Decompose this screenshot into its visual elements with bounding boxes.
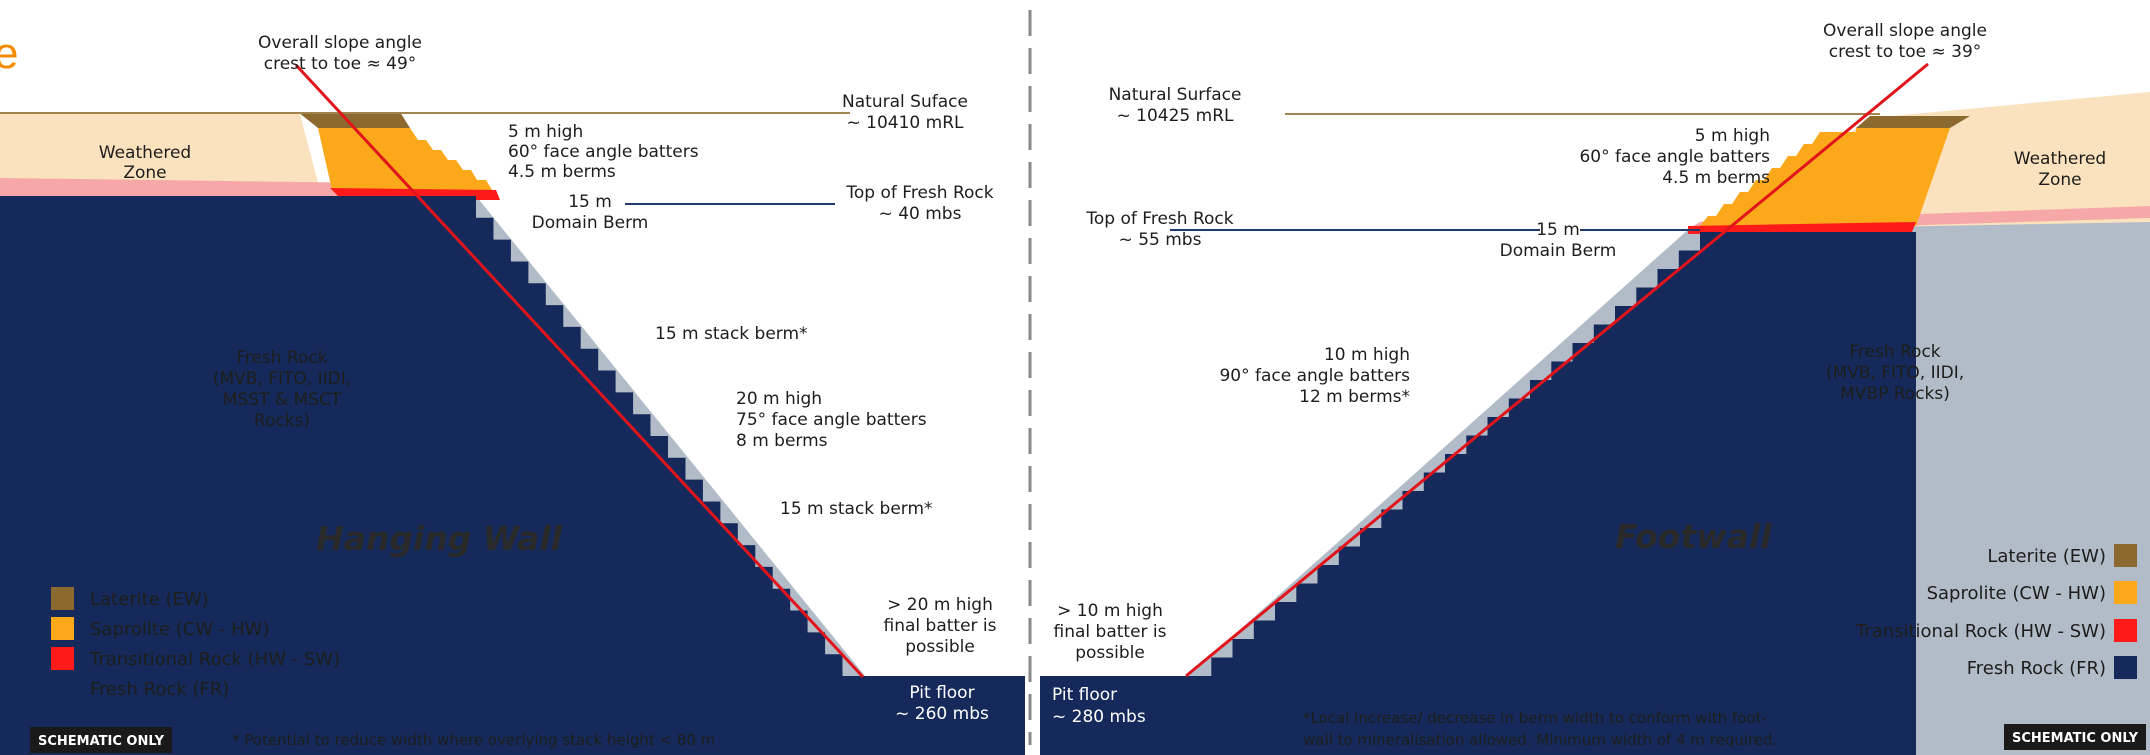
hw-fresh-rock-line3: MSST & MSCT [223, 390, 342, 410]
hw-overall-slope-line2: crest to toe ≈ 49° [264, 54, 417, 74]
fw-top-fresh-rock-value: ~ 55 mbs [1119, 230, 1202, 250]
fw-batters-line3: 12 m berms* [1299, 387, 1410, 407]
fw-fresh-rock-line2: (MVB, FITO, IIDI, [1826, 363, 1964, 383]
fw-fresh-rock-wedge [1190, 232, 1916, 755]
fw-natural-surface-value: ~ 10425 mRL [1117, 106, 1235, 126]
fw-laterite-cap [1856, 116, 1970, 128]
hw-fresh-rock-line4: Rocks) [254, 411, 310, 431]
hw-schematic-badge-bg [30, 727, 172, 753]
fw-footnote-line1: *Local increase/ decrease in berm width … [1303, 709, 1767, 727]
footwall-section [1040, 62, 2150, 755]
fw-overall-slope-line [1185, 62, 1929, 678]
hw-upper-batters-line1: 5 m high [508, 122, 583, 142]
fw-schematic-badge: SCHEMATIC ONLY [2012, 731, 2139, 746]
fw-legend-swatch-saprolite [2114, 581, 2137, 604]
fw-pit-floor-value: ~ 280 mbs [1052, 707, 1146, 727]
hw-title: Hanging Wall [316, 519, 563, 558]
hw-pit-floor-label: Pit floor [909, 683, 974, 703]
hw-natural-surface-value: ~ 10410 mRL [847, 113, 965, 133]
fw-top-fresh-rock-label: Top of Fresh Rock [1085, 209, 1233, 229]
cut-off-letter: e [0, 29, 18, 78]
hw-schematic-badge: SCHEMATIC ONLY [38, 734, 165, 749]
hw-weathered-zone-label2: Zone [123, 163, 166, 183]
hw-legend-swatch-laterite [51, 587, 74, 610]
fw-upper-batters-line1: 5 m high [1695, 126, 1770, 146]
fw-domain-berm-width: 15 m [1536, 220, 1580, 240]
fw-batters-line1: 10 m high [1324, 345, 1410, 365]
hw-domain-berm-width: 15 m [568, 192, 612, 212]
hw-final-batter-line1: > 20 m high [887, 595, 993, 615]
fw-title: Footwall [1615, 517, 1772, 556]
fw-legend-laterite: Laterite (EW) [1987, 546, 2106, 567]
fw-legend-fresh: Fresh Rock (FR) [1967, 658, 2106, 679]
hw-upper-batters-line3: 4.5 m berms [508, 162, 616, 182]
hw-fresh-rock-line2: (MVB, FITO, IIDI, [213, 369, 351, 389]
hw-saprolite-wedge [318, 128, 492, 196]
fw-schematic-badge-bg [2004, 724, 2146, 750]
fw-pit-floor [1040, 676, 1190, 755]
fw-weathered-zone-label2: Zone [2038, 170, 2081, 190]
fw-weathered-zone-label1: Weathered [2014, 149, 2106, 169]
fw-pit-cavity [1040, 114, 1880, 676]
hw-legend-transitional: Transitional Rock (HW - SW) [89, 649, 340, 670]
hw-legend-swatch-saprolite [51, 617, 74, 640]
hw-fresh-rock-line1: Fresh Rock [236, 348, 327, 368]
fw-upper-batters-line3: 4.5 m berms [1662, 168, 1770, 188]
hw-lower-batters-line1: 20 m high [736, 389, 822, 409]
fw-legend-swatch-fresh [2114, 656, 2137, 679]
fw-final-batter-line2: final batter is [1054, 622, 1167, 642]
hw-fresh-rock-wedge [0, 196, 860, 755]
hw-upper-batters-line2: 60° face angle batters [508, 142, 699, 162]
hw-laterite-cap [298, 112, 410, 128]
hw-legend-laterite: Laterite (EW) [90, 589, 209, 610]
hw-overall-slope-line [294, 63, 865, 679]
fw-legend-swatch-transitional [2114, 619, 2137, 642]
fw-legend-swatch-laterite [2114, 544, 2137, 567]
hw-domain-berm-label: Domain Berm [532, 213, 649, 233]
hw-top-fresh-rock-label: Top of Fresh Rock [845, 183, 993, 203]
hw-footnote: * Potential to reduce width where overly… [232, 731, 715, 749]
hw-stack-berm-1: 15 m stack berm* [655, 324, 808, 344]
hw-natural-surface-label: Natural Suface [842, 92, 968, 112]
hw-legend-saprolite: Saprolite (CW - HW) [90, 619, 269, 640]
fw-fresh-rock-line3: MVBP Rocks) [1840, 384, 1950, 404]
hw-weathered-zone-label1: Weathered [99, 143, 191, 163]
hw-pit-cavity [300, 112, 1025, 676]
fw-final-batter-line1: > 10 m high [1057, 601, 1163, 621]
hw-stack-berm-2: 15 m stack berm* [780, 499, 933, 519]
fw-transitional-rock [1688, 222, 1916, 234]
fw-fresh-rock-line1: Fresh Rock [1849, 342, 1940, 362]
fw-footnote-line2: wall to mineralisation allowed. Minimum … [1303, 731, 1777, 749]
fw-upper-batters-line2: 60° face angle batters [1579, 147, 1770, 167]
fw-domain-berm-label: Domain Berm [1500, 241, 1617, 261]
fw-legend-transitional: Transitional Rock (HW - SW) [1855, 621, 2106, 642]
hw-legend-swatch-transitional [51, 647, 74, 670]
fw-natural-surface-label: Natural Surface [1109, 85, 1242, 105]
hw-overall-slope-line1: Overall slope angle [258, 33, 422, 53]
fw-final-batter-line3: possible [1075, 643, 1145, 663]
fw-legend-saprolite: Saprolite (CW - HW) [1927, 583, 2106, 604]
hw-pit-floor-value: ~ 260 mbs [895, 704, 989, 724]
fw-batters-line2: 90° face angle batters [1219, 366, 1410, 386]
fw-pit-floor-label: Pit floor [1052, 685, 1117, 705]
hw-legend-fresh: Fresh Rock (FR) [90, 679, 229, 700]
hw-lower-batters-line3: 8 m berms [736, 431, 828, 451]
hw-weathered-zone [0, 114, 320, 190]
fw-overall-slope-line1: Overall slope angle [1823, 21, 1987, 41]
hw-top-fresh-rock-value: ~ 40 mbs [879, 204, 962, 224]
hanging-wall-section [0, 63, 1025, 755]
hw-legend-swatch-fresh [51, 677, 74, 700]
fw-overall-slope-line2: crest to toe ≈ 39° [1829, 42, 1982, 62]
hw-final-batter-line2: final batter is [884, 616, 997, 636]
hw-final-batter-line3: possible [905, 637, 975, 657]
hw-pit-floor [860, 676, 1025, 755]
hw-lower-batters-line2: 75° face angle batters [736, 410, 927, 430]
